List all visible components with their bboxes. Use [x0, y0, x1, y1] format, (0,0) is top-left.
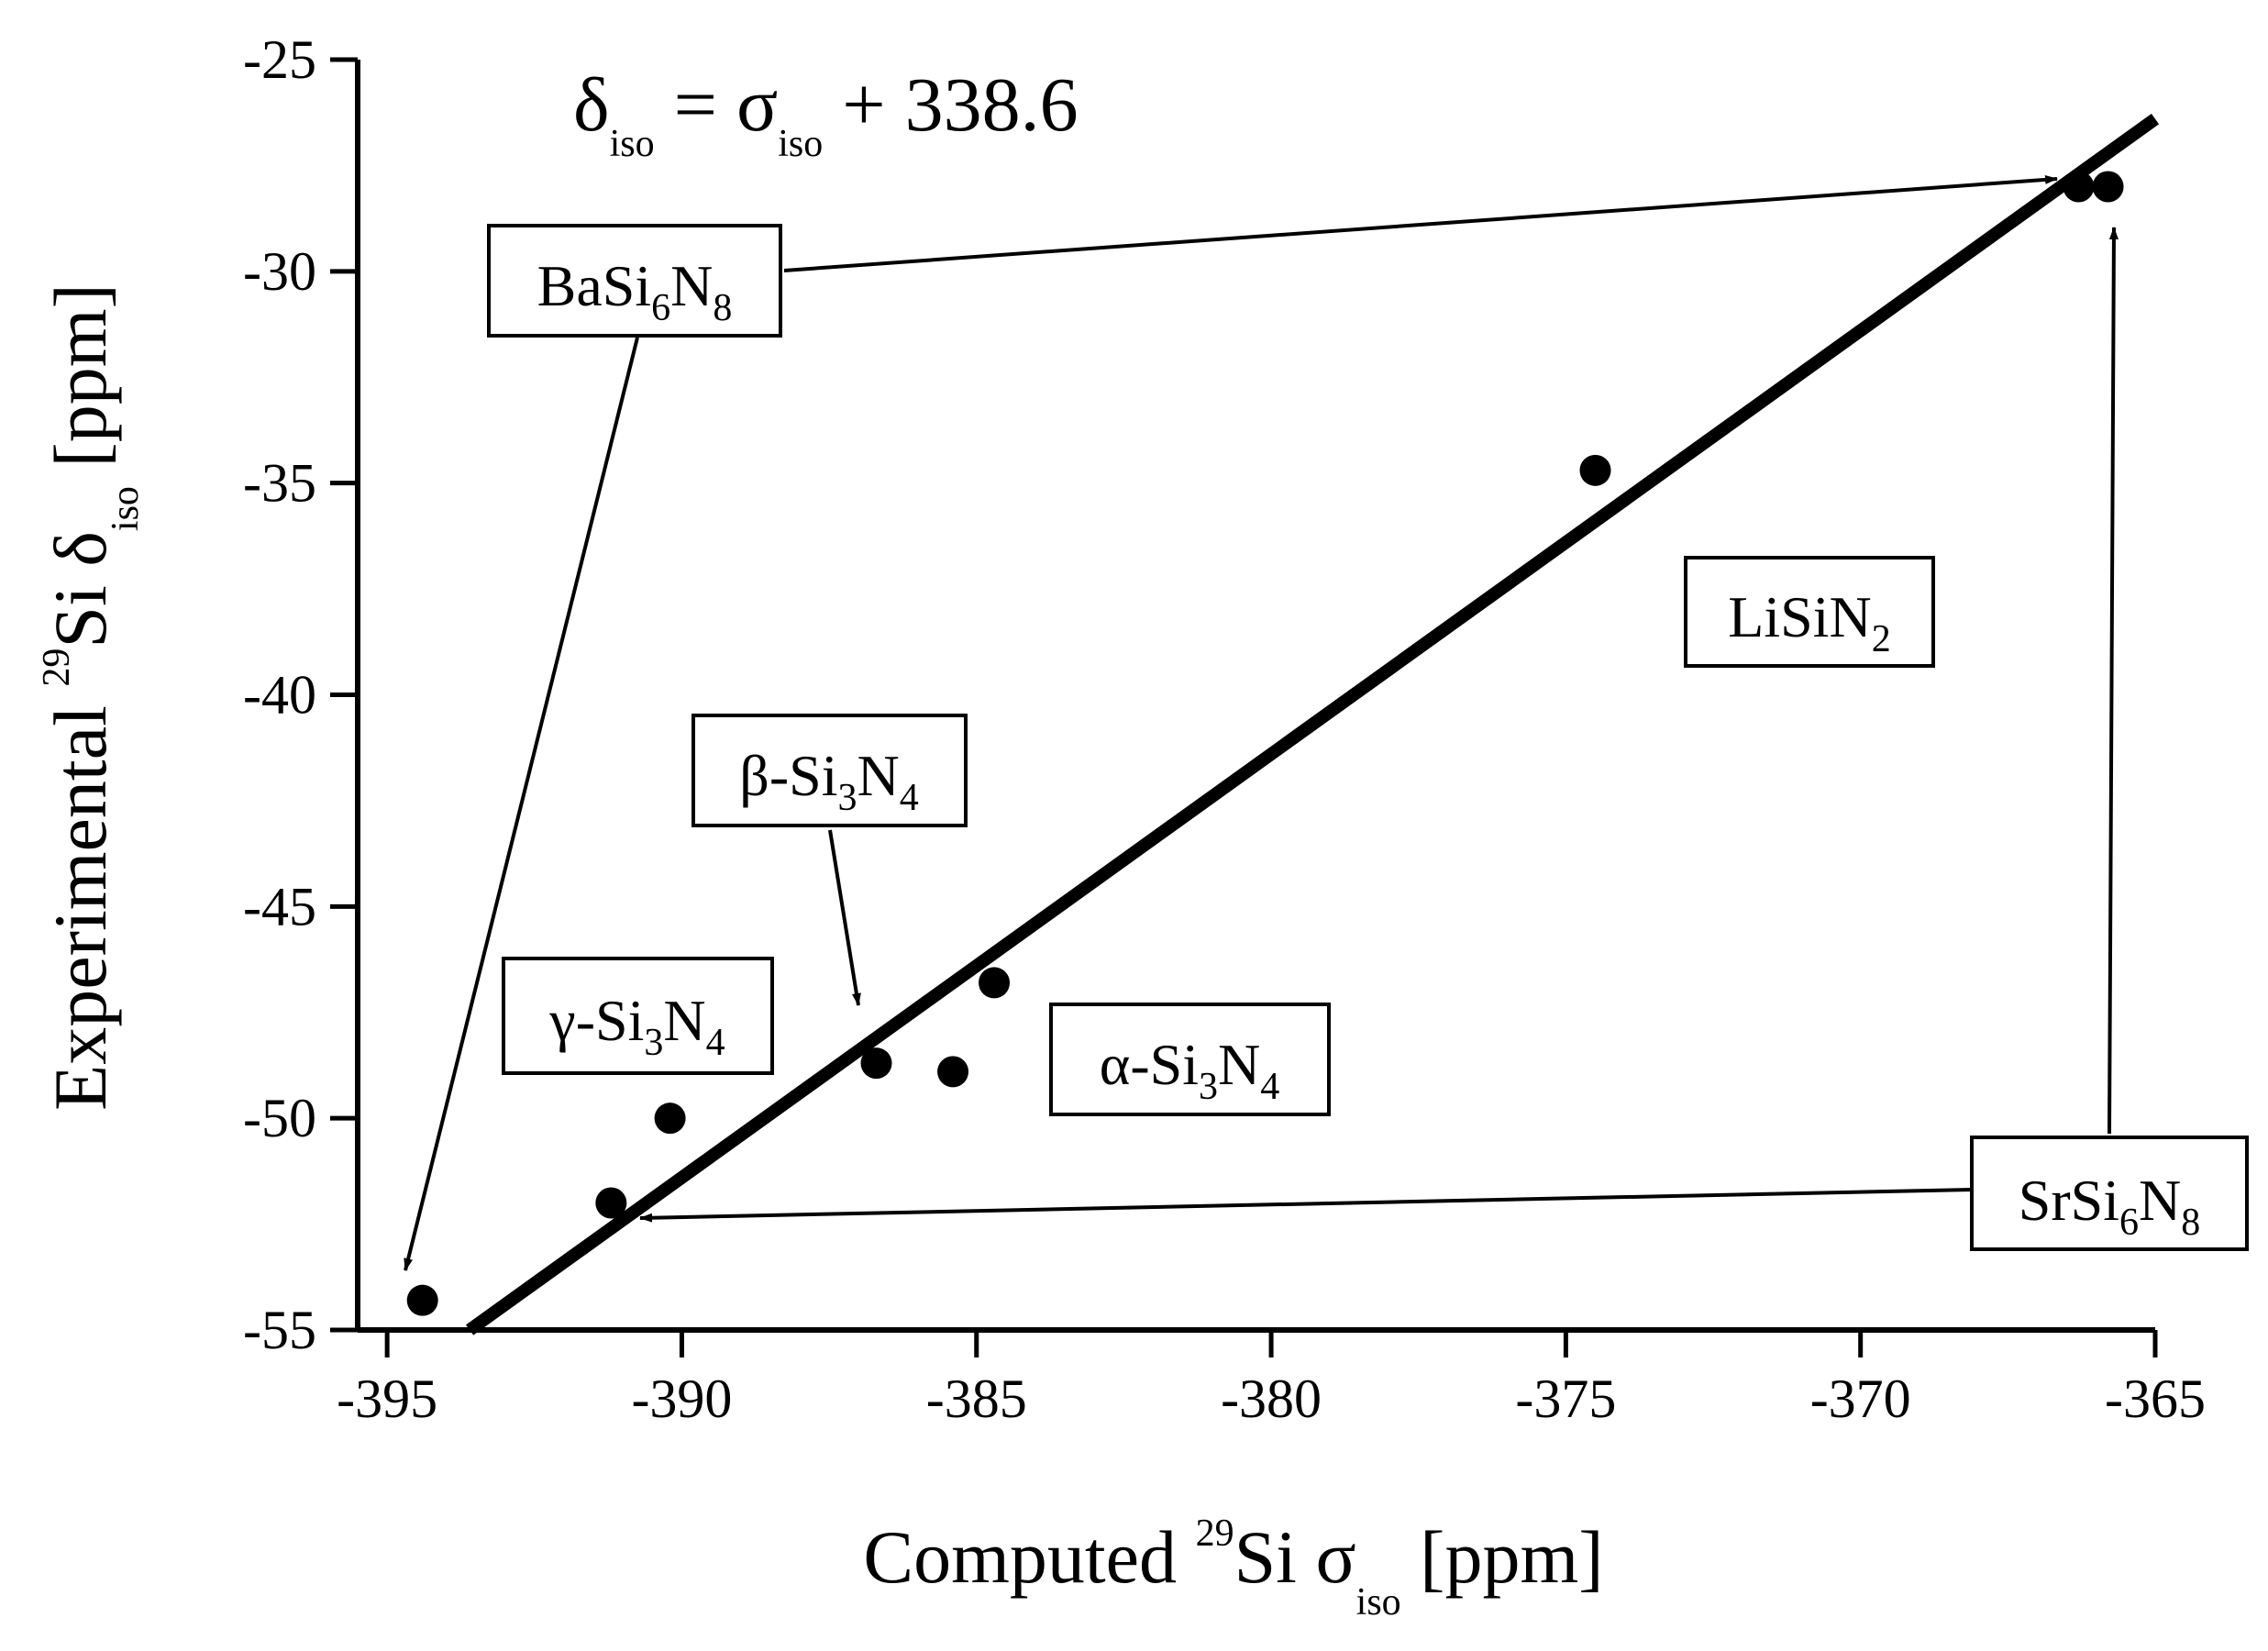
y-title-post: [ppm]: [39, 283, 122, 486]
annotation-arrows: [404, 174, 2119, 1271]
y-title-pre: Experimental: [39, 687, 122, 1111]
arrow-basi-top: [783, 174, 2058, 272]
x-title-sub: iso: [1356, 1581, 1401, 1623]
equation-constant: + 338.6: [823, 62, 1078, 148]
label-basi: BaSi6N8: [537, 253, 733, 329]
data-point-1: [595, 1187, 627, 1219]
y-tick-label-2: -35: [243, 453, 316, 514]
equation-mid: = σ: [655, 62, 779, 148]
label-srsi: SrSi6N8: [2019, 1168, 2201, 1244]
label-box-basi: [487, 224, 782, 338]
x-tick-label-4: -375: [1515, 1368, 1616, 1429]
x-tick-label-2: -385: [926, 1368, 1027, 1429]
label-box-alpha: [1049, 1003, 1331, 1116]
y-tick-label-4: -45: [243, 876, 316, 936]
y-axis-title: Experimental 29Si δiso [ppm]: [36, 283, 147, 1111]
x-title-post: [ppm]: [1401, 1515, 1604, 1599]
x-tick-label-3: -380: [1221, 1368, 1322, 1429]
data-point-5: [979, 967, 1011, 999]
arrow-srsi-left: [639, 1188, 1973, 1223]
label-alpha: α-Si3N4: [1100, 1032, 1279, 1108]
label-beta: β-Si3N4: [739, 743, 918, 819]
x-title-pre: Computed: [863, 1515, 1195, 1599]
y-tick-label-0: -25: [243, 29, 316, 90]
x-tick-label-6: -365: [2105, 1368, 2206, 1429]
data-point-6: [1579, 454, 1611, 486]
arrow-srsi-up: [2108, 227, 2119, 1135]
equation-delta: δ: [573, 62, 610, 148]
y-tick-label-3: -40: [243, 665, 316, 726]
equation-delta-sub: iso: [610, 123, 655, 165]
y-title-mid: Si δ: [39, 531, 122, 648]
data-point-4: [937, 1056, 969, 1088]
x-tick-label-5: -370: [1810, 1368, 1911, 1429]
x-axis-title: Computed 29Si σiso [ppm]: [863, 1512, 1603, 1623]
y-tick-label-5: -50: [243, 1088, 316, 1148]
y-tick-label-1: -30: [243, 241, 316, 302]
label-box-lisi: [1684, 556, 1935, 668]
label-gamma: γ-Si3N4: [548, 988, 725, 1064]
label-box-gamma: [502, 957, 774, 1075]
label-box-beta: [691, 714, 968, 827]
y-tick-label-6: -55: [243, 1300, 316, 1360]
data-point-0: [406, 1284, 438, 1316]
y-title-sup: 29: [36, 648, 78, 687]
y-title-sub: iso: [105, 486, 147, 531]
compound-labels: BaSi6N8 LiSiN2 β-Si3N4 γ-Si3N4 α-Si3N4 SrSi6N…: [537, 253, 2201, 1244]
arrow-beta: [828, 829, 861, 1006]
data-point-2: [654, 1103, 686, 1135]
x-title-mid: Si σ: [1234, 1515, 1356, 1599]
label-lisi: LiSiN2: [1728, 584, 1890, 660]
x-title-sup: 29: [1196, 1512, 1234, 1555]
x-tick-label-0: -395: [337, 1368, 437, 1429]
equation: δiso = σiso + 338.6: [573, 62, 1079, 165]
x-tick-label-1: -390: [631, 1368, 732, 1429]
label-box-srsi: [1970, 1136, 2249, 1251]
arrow-basi-bottom: [404, 337, 639, 1271]
data-point-8: [2092, 171, 2124, 203]
data-point-7: [2063, 171, 2095, 203]
fit-line: [466, 113, 2160, 1335]
axis-ticks: -395 -390 -385 -380 -375 -370 -365 -25 -30 -35 -40…: [243, 29, 2206, 1429]
data-points: [406, 171, 2124, 1316]
equation-sigma-sub: iso: [778, 123, 823, 165]
data-point-3: [860, 1047, 892, 1080]
